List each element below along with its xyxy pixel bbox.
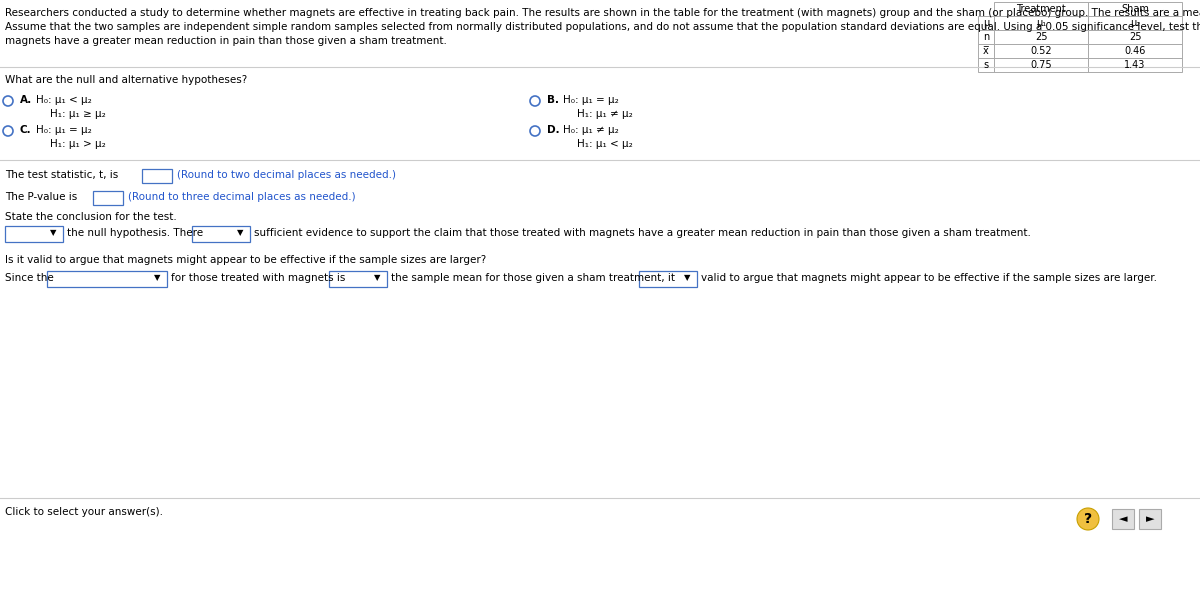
Text: ►: ► — [1146, 514, 1154, 524]
Text: magnets have a greater mean reduction in pain than those given a sham treatment.: magnets have a greater mean reduction in… — [5, 36, 446, 46]
Text: C.: C. — [20, 125, 31, 135]
Text: The test statistic, t, is: The test statistic, t, is — [5, 170, 119, 180]
Bar — [1088, 2, 1182, 16]
Text: Researchers conducted a study to determine whether magnets are effective in trea: Researchers conducted a study to determi… — [5, 8, 1200, 18]
Text: the sample mean for those given a sham treatment, it: the sample mean for those given a sham t… — [391, 273, 674, 283]
Text: H₀: μ₁ ≠ μ₂: H₀: μ₁ ≠ μ₂ — [563, 125, 619, 135]
Bar — [1088, 58, 1182, 72]
Text: Sham: Sham — [1121, 4, 1148, 14]
Text: H₁: μ₁ ≠ μ₂: H₁: μ₁ ≠ μ₂ — [577, 109, 632, 119]
Bar — [1088, 30, 1182, 44]
Bar — [1088, 16, 1182, 30]
Text: s: s — [984, 60, 989, 70]
Bar — [192, 226, 250, 242]
Bar — [329, 271, 386, 287]
Text: H₀: μ₁ < μ₂: H₀: μ₁ < μ₂ — [36, 95, 91, 105]
Text: ▼: ▼ — [236, 229, 244, 238]
Text: ▼: ▼ — [373, 273, 380, 282]
Text: 0.52: 0.52 — [1030, 46, 1052, 56]
Text: H₁: μ₁ > μ₂: H₁: μ₁ > μ₂ — [50, 139, 106, 149]
Bar — [994, 30, 1088, 44]
Text: the null hypothesis. There: the null hypothesis. There — [67, 228, 203, 238]
Text: n: n — [983, 32, 989, 42]
Bar — [1139, 509, 1162, 529]
Text: ◄: ◄ — [1118, 514, 1127, 524]
Bar — [47, 271, 167, 287]
Bar — [994, 16, 1088, 30]
Bar — [640, 271, 697, 287]
Text: sufficient evidence to support the claim that those treated with magnets have a : sufficient evidence to support the claim… — [254, 228, 1031, 238]
Bar — [5, 226, 64, 242]
Text: ?: ? — [1084, 512, 1092, 526]
Text: Assume that the two samples are independent simple random samples selected from : Assume that the two samples are independ… — [5, 22, 1200, 32]
Text: valid to argue that magnets might appear to be effective if the sample sizes are: valid to argue that magnets might appear… — [701, 273, 1157, 283]
Text: 0.75: 0.75 — [1030, 60, 1052, 70]
Bar — [978, 58, 994, 72]
Text: H₁: μ₁ < μ₂: H₁: μ₁ < μ₂ — [577, 139, 632, 149]
Text: Treatment: Treatment — [1016, 4, 1066, 14]
Text: Is it valid to argue that magnets might appear to be effective if the sample siz: Is it valid to argue that magnets might … — [5, 255, 486, 265]
Bar — [142, 169, 172, 183]
Text: H₁: μ₁ ≥ μ₂: H₁: μ₁ ≥ μ₂ — [50, 109, 106, 119]
Bar — [978, 16, 994, 30]
Text: H₀: μ₁ = μ₂: H₀: μ₁ = μ₂ — [36, 125, 91, 135]
Bar — [994, 44, 1088, 58]
Text: x̅: x̅ — [983, 46, 989, 56]
Text: (Round to two decimal places as needed.): (Round to two decimal places as needed.) — [178, 170, 396, 180]
Text: ▼: ▼ — [684, 273, 690, 282]
Text: D.: D. — [547, 125, 559, 135]
Text: Click to select your answer(s).: Click to select your answer(s). — [5, 507, 163, 517]
Bar — [994, 2, 1088, 16]
Text: μ: μ — [983, 18, 989, 28]
Text: μ₁: μ₁ — [1036, 18, 1046, 28]
Text: What are the null and alternative hypotheses?: What are the null and alternative hypoth… — [5, 75, 247, 85]
Text: A.: A. — [20, 95, 32, 105]
Bar — [94, 191, 124, 205]
Circle shape — [1078, 508, 1099, 530]
Text: The P-value is: The P-value is — [5, 192, 77, 202]
Text: ▼: ▼ — [154, 273, 161, 282]
Text: 25: 25 — [1034, 32, 1048, 42]
Text: 0.46: 0.46 — [1124, 46, 1146, 56]
Text: (Round to three decimal places as needed.): (Round to three decimal places as needed… — [128, 192, 355, 202]
Text: ▼: ▼ — [49, 229, 56, 238]
Bar — [978, 30, 994, 44]
Text: for those treated with magnets is: for those treated with magnets is — [172, 273, 346, 283]
Text: μ₂: μ₂ — [1130, 18, 1140, 28]
Bar — [978, 44, 994, 58]
Bar — [994, 58, 1088, 72]
Bar — [1088, 44, 1182, 58]
Text: Since the: Since the — [5, 273, 54, 283]
Text: 25: 25 — [1129, 32, 1141, 42]
Text: State the conclusion for the test.: State the conclusion for the test. — [5, 212, 176, 222]
Text: 1.43: 1.43 — [1124, 60, 1146, 70]
Text: B.: B. — [547, 95, 559, 105]
Bar — [1112, 509, 1134, 529]
Text: H₀: μ₁ = μ₂: H₀: μ₁ = μ₂ — [563, 95, 619, 105]
